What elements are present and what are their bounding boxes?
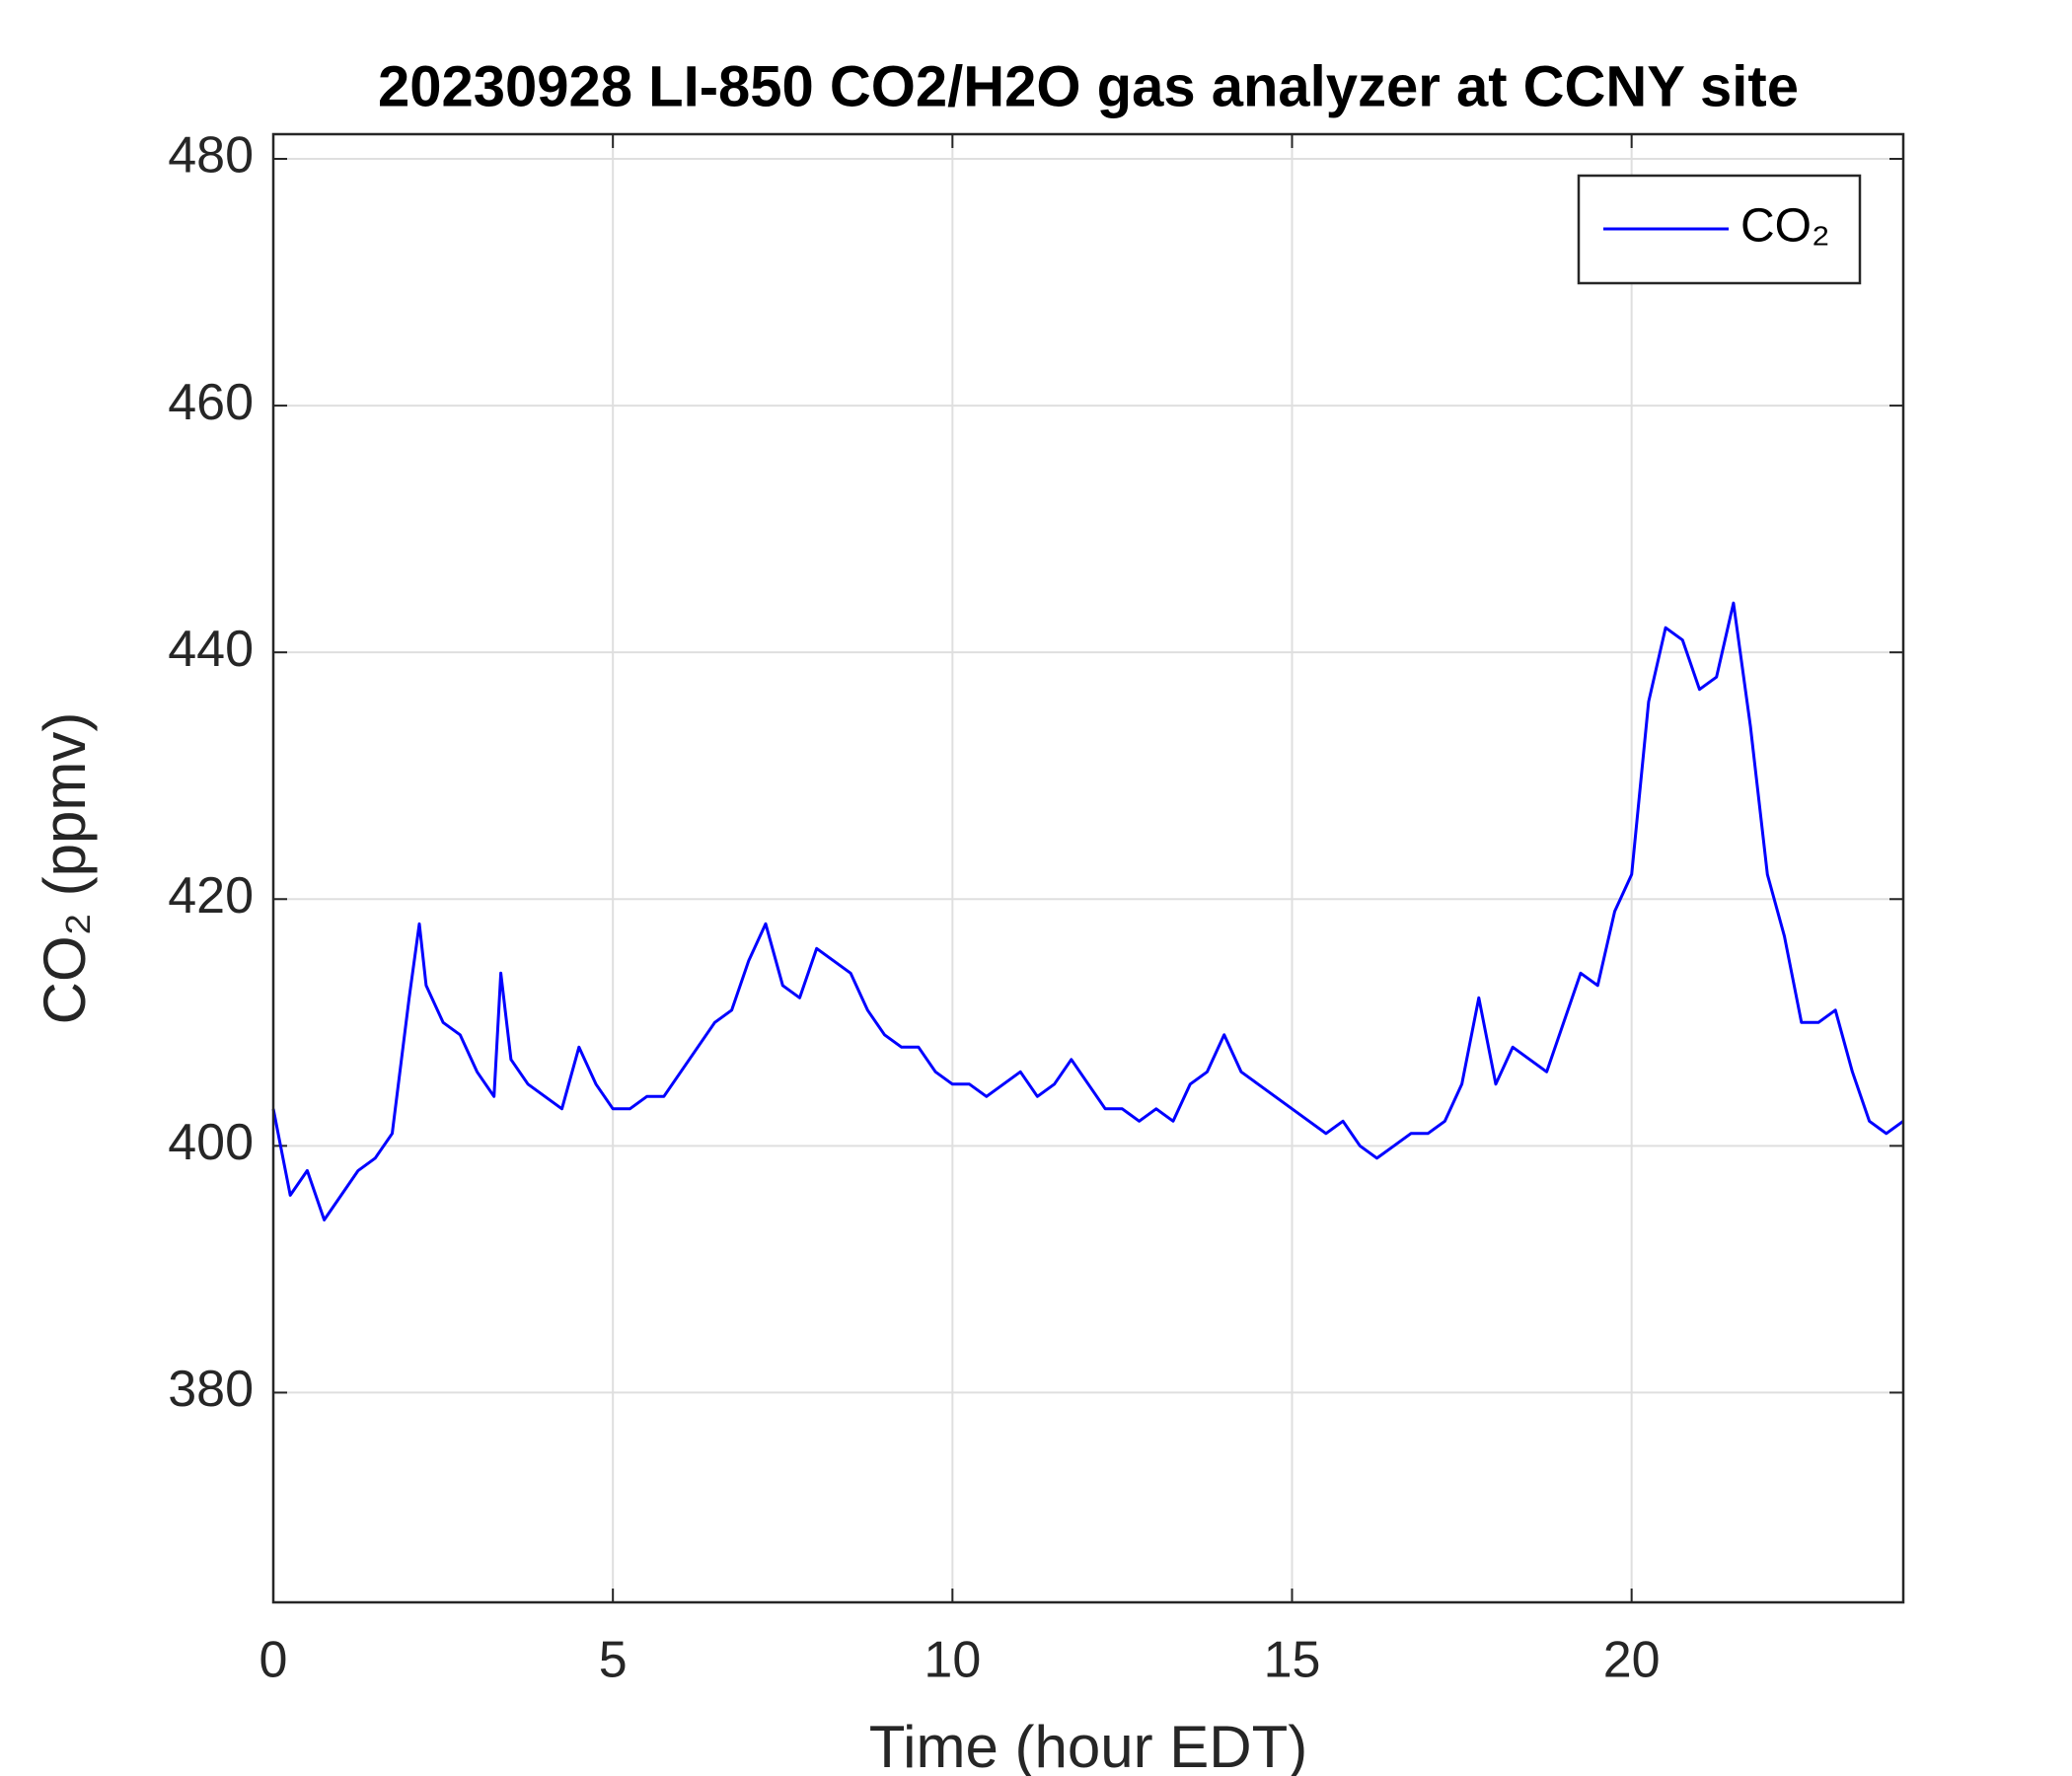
x-axis-label: Time (hour EDT) <box>869 1714 1308 1776</box>
y-tick-label: 480 <box>168 127 254 185</box>
y-axis-label: CO₂ (ppmv) <box>32 712 98 1025</box>
plot-frame <box>271 132 1905 1604</box>
x-tick-label: 5 <box>599 1632 628 1689</box>
x-tick-label: 15 <box>1264 1632 1321 1689</box>
x-tick-label: 0 <box>259 1632 288 1689</box>
x-tick-label: 20 <box>1603 1632 1661 1689</box>
y-tick-label: 460 <box>168 374 254 431</box>
y-tick-label: 420 <box>168 867 254 925</box>
line-series <box>271 601 1904 1221</box>
y-tick-label: 400 <box>168 1114 254 1171</box>
legend: CO₂ <box>1577 174 1862 285</box>
x-tick-label: 10 <box>924 1632 981 1689</box>
y-tick-label: 380 <box>168 1361 254 1418</box>
legend-label: CO₂ <box>1740 200 1830 253</box>
y-tick-label: 440 <box>168 621 254 678</box>
chart-title: 20230928 LI-850 CO2/H2O gas analyzer at … <box>378 54 1799 118</box>
